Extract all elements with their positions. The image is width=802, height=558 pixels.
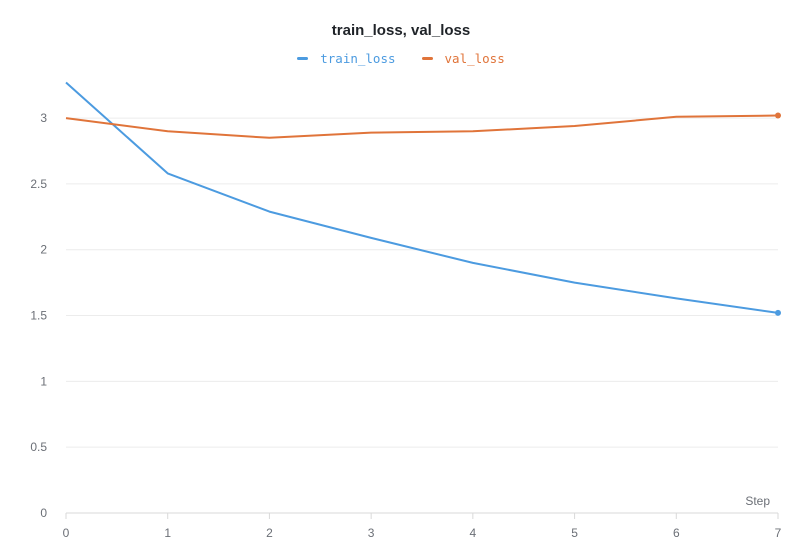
series-line-val-loss (65, 114, 779, 139)
x-tick-label: 6 (673, 526, 680, 540)
series-end-point-train-loss (775, 309, 781, 316)
x-tick-label: 1 (164, 526, 171, 540)
y-tick-label: 1.5 (30, 309, 47, 323)
x-tick-label: 5 (571, 526, 578, 540)
axes (65, 512, 779, 519)
grid (66, 117, 778, 448)
legend-swatch-val-loss (421, 57, 433, 60)
y-tick-label: 2 (40, 243, 47, 257)
legend-item-train-loss[interactable]: train_loss (297, 51, 396, 66)
x-axis-title: Step (745, 494, 770, 508)
y-tick-label: 2.5 (30, 177, 47, 191)
y-tick-label: 0 (40, 506, 47, 520)
legend-label-val-loss: val_loss (444, 51, 505, 66)
y-tick-label: 0.5 (30, 440, 47, 454)
x-tick-label: 0 (63, 526, 70, 540)
legend-swatch-train-loss (297, 57, 309, 60)
legend: train_loss val_loss (0, 51, 802, 66)
x-tick-label: 4 (470, 526, 477, 540)
y-tick-label: 1 (40, 374, 47, 388)
x-tick-label: 7 (775, 526, 782, 540)
x-tick-label: 2 (266, 526, 273, 540)
tick-labels: 0 0.5 1 1.5 2 2.5 3 0 1 2 3 4 5 6 7 Step (30, 111, 781, 540)
legend-item-val-loss[interactable]: val_loss (421, 51, 505, 66)
chart-title: train_loss, val_loss (331, 22, 471, 39)
legend-label-train-loss: train_loss (320, 51, 396, 66)
series-end-point-val-loss (775, 112, 781, 119)
series-layer (65, 81, 781, 316)
series-line-train-loss (65, 81, 779, 314)
x-tick-label: 3 (368, 526, 375, 540)
y-tick-label: 3 (40, 111, 47, 125)
